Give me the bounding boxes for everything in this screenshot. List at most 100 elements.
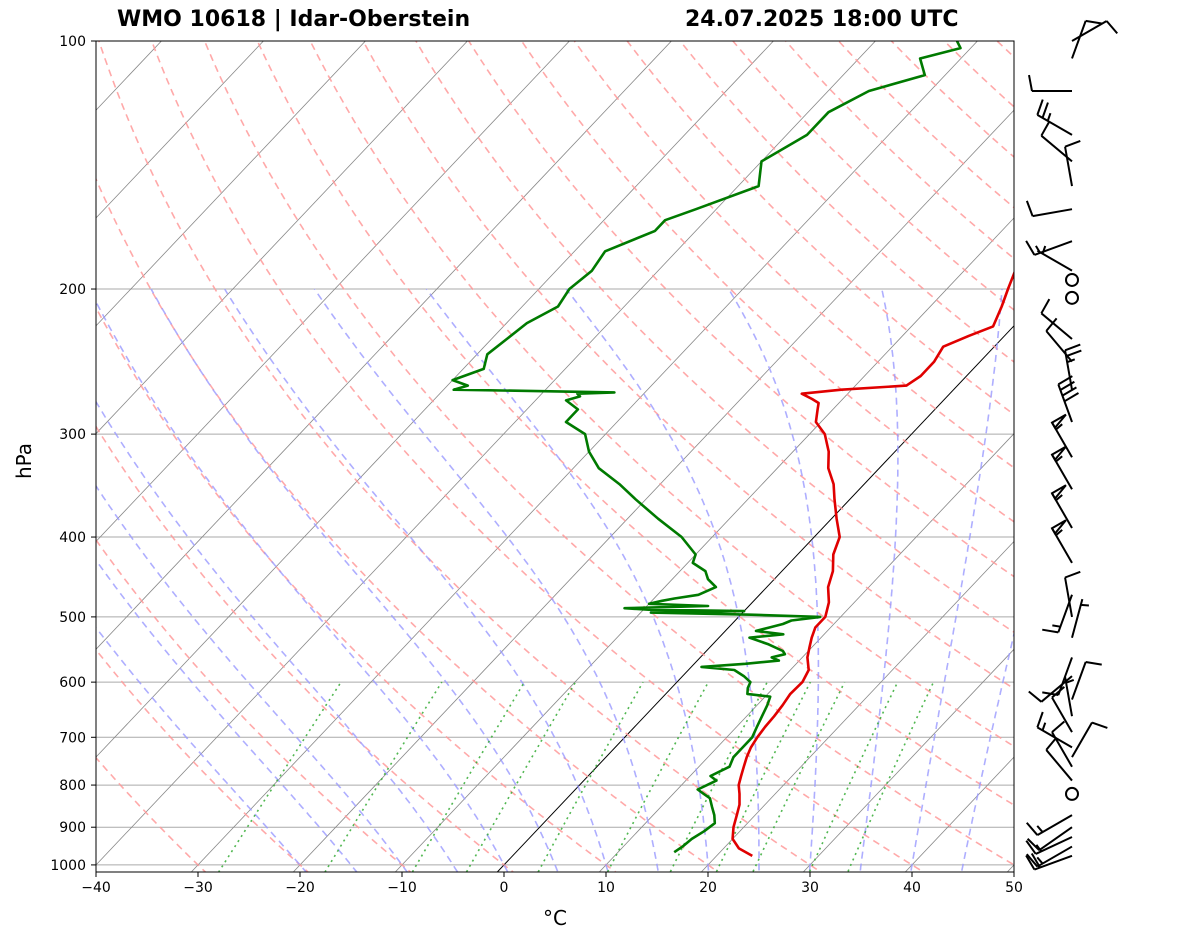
barb-staff xyxy=(1051,696,1073,733)
isotherm-line xyxy=(802,648,1014,872)
barb-flag xyxy=(1028,690,1042,703)
moist-adiabat xyxy=(909,288,1003,872)
wind-barb xyxy=(1071,598,1089,638)
barb-staff xyxy=(1032,208,1073,218)
barb-flag xyxy=(1061,386,1077,397)
barb-flag xyxy=(1026,822,1039,836)
barb-staff xyxy=(1064,350,1073,390)
isotherm-line xyxy=(96,41,264,219)
wind-barb xyxy=(1028,675,1073,703)
dry-adiabat xyxy=(96,306,618,872)
wind-barb xyxy=(1064,140,1081,187)
barb-half-flag xyxy=(1055,455,1063,463)
barb-flag xyxy=(1085,19,1102,25)
wind-barb xyxy=(1025,240,1073,256)
moist-adiabat xyxy=(150,288,559,872)
isotherm-line xyxy=(700,540,1014,872)
barb-staff xyxy=(1071,20,1108,42)
dry-adiabat xyxy=(626,41,1014,416)
barb-staff xyxy=(1038,826,1073,851)
dry-adiabat xyxy=(679,41,1014,363)
barb-staff xyxy=(1040,675,1073,703)
background-lines xyxy=(96,41,1014,872)
moist-adiabat xyxy=(96,626,308,872)
barb-staff xyxy=(1036,726,1073,749)
barb-staff xyxy=(1036,249,1073,272)
barb-flag xyxy=(1064,140,1081,148)
barb-staff xyxy=(1071,598,1084,638)
barb-half-flag xyxy=(1036,825,1044,833)
wind-barb xyxy=(1050,445,1073,490)
moist-adiabat xyxy=(565,288,760,872)
barb-flag xyxy=(1036,711,1044,728)
barb-staff xyxy=(1064,146,1073,187)
wind-barb xyxy=(1050,519,1073,564)
barb-flag xyxy=(1091,721,1108,729)
chart-title-datetime: 24.07.2025 18:00 UTC xyxy=(685,7,959,32)
wind-barb xyxy=(1042,594,1073,634)
wind-barb xyxy=(1045,736,1073,782)
mixing-ratio-line xyxy=(537,681,644,872)
barb-flag xyxy=(1064,570,1081,579)
moist-adiabat xyxy=(96,558,358,872)
calm-circle xyxy=(1065,290,1079,305)
mixing-ratio-line xyxy=(808,681,899,872)
barb-flag xyxy=(1065,349,1082,358)
wind-barb xyxy=(1065,272,1079,287)
barb-staff xyxy=(1035,836,1073,855)
y-tick-label: 600 xyxy=(59,675,86,691)
x-tick-label: 0 xyxy=(500,880,509,896)
x-tick-label: 10 xyxy=(597,880,615,896)
dry-adiabat xyxy=(784,41,1014,260)
isotherm-line xyxy=(1006,864,1014,872)
barb-half-flag xyxy=(1055,494,1063,502)
barb-flag xyxy=(1025,200,1034,217)
barb-staff xyxy=(1057,594,1073,633)
dry-adiabat xyxy=(943,41,1014,108)
moist-adiabat xyxy=(96,300,509,872)
x-tick-label: −40 xyxy=(81,880,111,896)
isotherm-line xyxy=(96,41,468,435)
y-tick-label: 300 xyxy=(59,427,86,443)
barb-pennant xyxy=(1050,445,1067,462)
x-tick-label: −10 xyxy=(387,880,417,896)
barb-staff xyxy=(1036,114,1073,136)
moist-adiabat xyxy=(224,288,609,872)
barb-flag xyxy=(1063,392,1079,403)
dry-adiabat xyxy=(98,41,823,872)
isotherm-line xyxy=(394,217,1014,872)
y-tick-label: 100 xyxy=(59,34,86,50)
wind-barb xyxy=(1071,20,1118,42)
calm-circle xyxy=(1065,786,1079,801)
moist-adiabat xyxy=(425,288,710,872)
barb-flag xyxy=(1028,74,1033,92)
barb-staff xyxy=(1034,854,1073,871)
dry-adiabat xyxy=(837,41,1014,209)
isotherm-line xyxy=(96,41,672,650)
x-tick-label: 50 xyxy=(1005,880,1023,896)
mixing-ratio-line xyxy=(411,681,526,872)
wind-barb xyxy=(1045,317,1073,363)
wind-barb xyxy=(1026,826,1073,851)
barb-flag xyxy=(1036,99,1044,116)
mixing-ratio-line xyxy=(751,681,846,872)
dry-adiabat xyxy=(256,41,1014,807)
wind-barb xyxy=(1065,786,1079,801)
mixing-ratio-line xyxy=(715,681,812,872)
barb-staff xyxy=(1034,240,1073,256)
barb-flag xyxy=(1025,240,1036,256)
mixing-ratio-line xyxy=(669,681,768,872)
wind-barb xyxy=(1036,99,1073,136)
dry-adiabat xyxy=(96,538,412,872)
wind-barb xyxy=(1026,845,1073,868)
barb-half-flag xyxy=(1052,624,1061,628)
moist-adiabat xyxy=(96,400,459,872)
barb-staff xyxy=(1071,661,1087,700)
dry-adiabat xyxy=(96,177,720,872)
barb-flag xyxy=(1025,855,1036,871)
x-tick-label: 20 xyxy=(699,880,717,896)
x-tick-label: 30 xyxy=(801,880,819,896)
calm-circle xyxy=(1065,272,1079,287)
wind-barb xyxy=(1071,19,1102,59)
y-axis-label: hPa xyxy=(12,443,36,479)
